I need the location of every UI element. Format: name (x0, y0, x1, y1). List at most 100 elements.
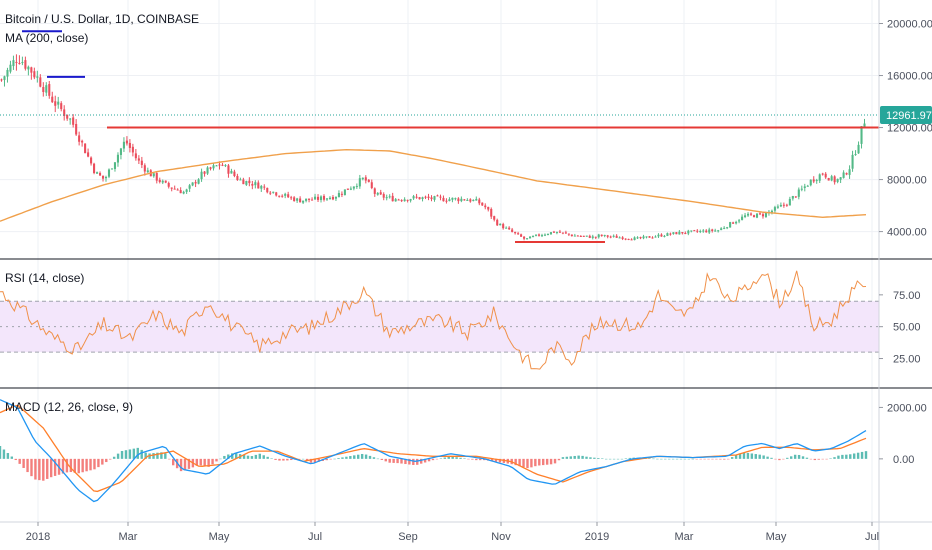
candle-body[interactable] (487, 206, 490, 210)
candle-body[interactable] (293, 197, 296, 202)
candle-body[interactable] (448, 199, 451, 202)
candle-body[interactable] (749, 213, 753, 215)
candle-body[interactable] (308, 198, 311, 200)
candle-body[interactable] (531, 236, 535, 238)
macd-histogram-bar[interactable] (805, 457, 809, 459)
candle-body[interactable] (418, 197, 421, 200)
candle-body[interactable] (782, 204, 785, 206)
macd-histogram-bar[interactable] (290, 458, 293, 461)
candle-body[interactable] (618, 237, 621, 239)
macd-histogram-bar[interactable] (616, 458, 620, 460)
candle-body[interactable] (337, 193, 340, 198)
candle-body[interactable] (842, 172, 845, 178)
macd-histogram-bar[interactable] (144, 452, 147, 459)
macd-histogram-bar[interactable] (34, 458, 37, 480)
candle-body[interactable] (472, 199, 475, 201)
candle-body[interactable] (266, 187, 269, 193)
macd-histogram-bar[interactable] (675, 458, 679, 460)
candle-body[interactable] (200, 171, 203, 180)
macd-histogram-bar[interactable] (467, 458, 470, 460)
macd-histogram-bar[interactable] (518, 458, 521, 467)
macd-histogram-bar[interactable] (10, 456, 14, 459)
candle-body[interactable] (409, 199, 412, 201)
candle-body[interactable] (744, 215, 747, 217)
macd-histogram-bar[interactable] (463, 458, 466, 459)
candle-body[interactable] (696, 230, 699, 232)
macd-histogram-bar[interactable] (837, 455, 840, 459)
candle-body[interactable] (296, 198, 299, 201)
macd-histogram-bar[interactable] (368, 455, 372, 459)
macd-histogram-bar[interactable] (431, 458, 435, 461)
candle-body[interactable] (845, 173, 848, 175)
candle-body[interactable] (128, 142, 131, 148)
candle-body[interactable] (660, 234, 663, 237)
macd-histogram-bar[interactable] (455, 457, 458, 459)
candle-body[interactable] (687, 230, 690, 234)
candle-body[interactable] (723, 227, 726, 229)
macd-histogram-bar[interactable] (2, 449, 6, 459)
macd-histogram-bar[interactable] (601, 458, 604, 459)
macd-histogram-bar[interactable] (471, 458, 474, 460)
candle-body[interactable] (78, 135, 81, 142)
candle-body[interactable] (654, 236, 657, 238)
macd-histogram-bar[interactable] (683, 458, 687, 460)
macd-histogram-bar[interactable] (89, 458, 92, 471)
candle-body[interactable] (785, 204, 788, 206)
candle-body[interactable] (316, 196, 320, 200)
candle-body[interactable] (615, 235, 618, 238)
candle-body[interactable] (21, 62, 24, 64)
candle-body[interactable] (606, 235, 609, 237)
macd-histogram-bar[interactable] (49, 458, 53, 478)
macd-histogram-bar[interactable] (557, 458, 561, 461)
macd-histogram-bar[interactable] (164, 453, 167, 459)
candle-body[interactable] (152, 173, 155, 177)
candle-body[interactable] (621, 237, 624, 239)
candle-body[interactable] (752, 215, 756, 218)
candle-body[interactable] (755, 213, 759, 218)
macd-histogram-bar[interactable] (179, 458, 183, 472)
macd-histogram-bar[interactable] (203, 458, 206, 467)
macd-histogram-bar[interactable] (199, 458, 202, 466)
macd-histogram-bar[interactable] (140, 449, 143, 459)
candle-body[interactable] (457, 198, 460, 202)
candle-body[interactable] (340, 193, 343, 195)
candle-body[interactable] (726, 227, 729, 229)
macd-histogram-bar[interactable] (0, 446, 2, 459)
candle-body[interactable] (824, 173, 827, 178)
candle-body[interactable] (194, 182, 197, 184)
macd-histogram-bar[interactable] (160, 452, 163, 459)
candle-body[interactable] (439, 196, 442, 198)
macd-histogram-bar[interactable] (703, 458, 706, 460)
candle-body[interactable] (591, 236, 594, 238)
candle-body[interactable] (355, 186, 358, 188)
candle-body[interactable] (66, 114, 69, 119)
macd-histogram-bar[interactable] (691, 458, 694, 460)
candle-body[interactable] (284, 193, 287, 196)
macd-histogram-bar[interactable] (829, 458, 832, 460)
candle-body[interactable] (51, 96, 54, 103)
candle-body[interactable] (639, 237, 642, 239)
candle-body[interactable] (30, 67, 33, 73)
macd-histogram-bar[interactable] (774, 458, 777, 460)
candle-body[interactable] (558, 231, 561, 233)
candle-body[interactable] (328, 197, 332, 200)
candle-body[interactable] (761, 214, 765, 217)
candle-body[interactable] (791, 195, 794, 199)
macd-histogram-bar[interactable] (93, 458, 96, 470)
macd-histogram-bar[interactable] (585, 456, 588, 459)
candle-body[interactable] (806, 185, 809, 187)
macd-histogram-bar[interactable] (656, 458, 659, 460)
macd-histogram-bar[interactable] (360, 453, 364, 459)
candle-body[interactable] (499, 223, 502, 226)
candle-body[interactable] (675, 232, 678, 235)
macd-histogram-bar[interactable] (427, 458, 431, 462)
candle-body[interactable] (711, 229, 714, 231)
macd-histogram-bar[interactable] (337, 458, 340, 459)
candle-body[interactable] (236, 175, 239, 181)
candle-body[interactable] (42, 86, 45, 93)
macd-histogram-bar[interactable] (341, 457, 344, 459)
candle-body[interactable] (397, 199, 400, 201)
macd-histogram-bar[interactable] (223, 455, 226, 459)
macd-histogram-bar[interactable] (786, 457, 789, 459)
candle-body[interactable] (705, 230, 708, 233)
